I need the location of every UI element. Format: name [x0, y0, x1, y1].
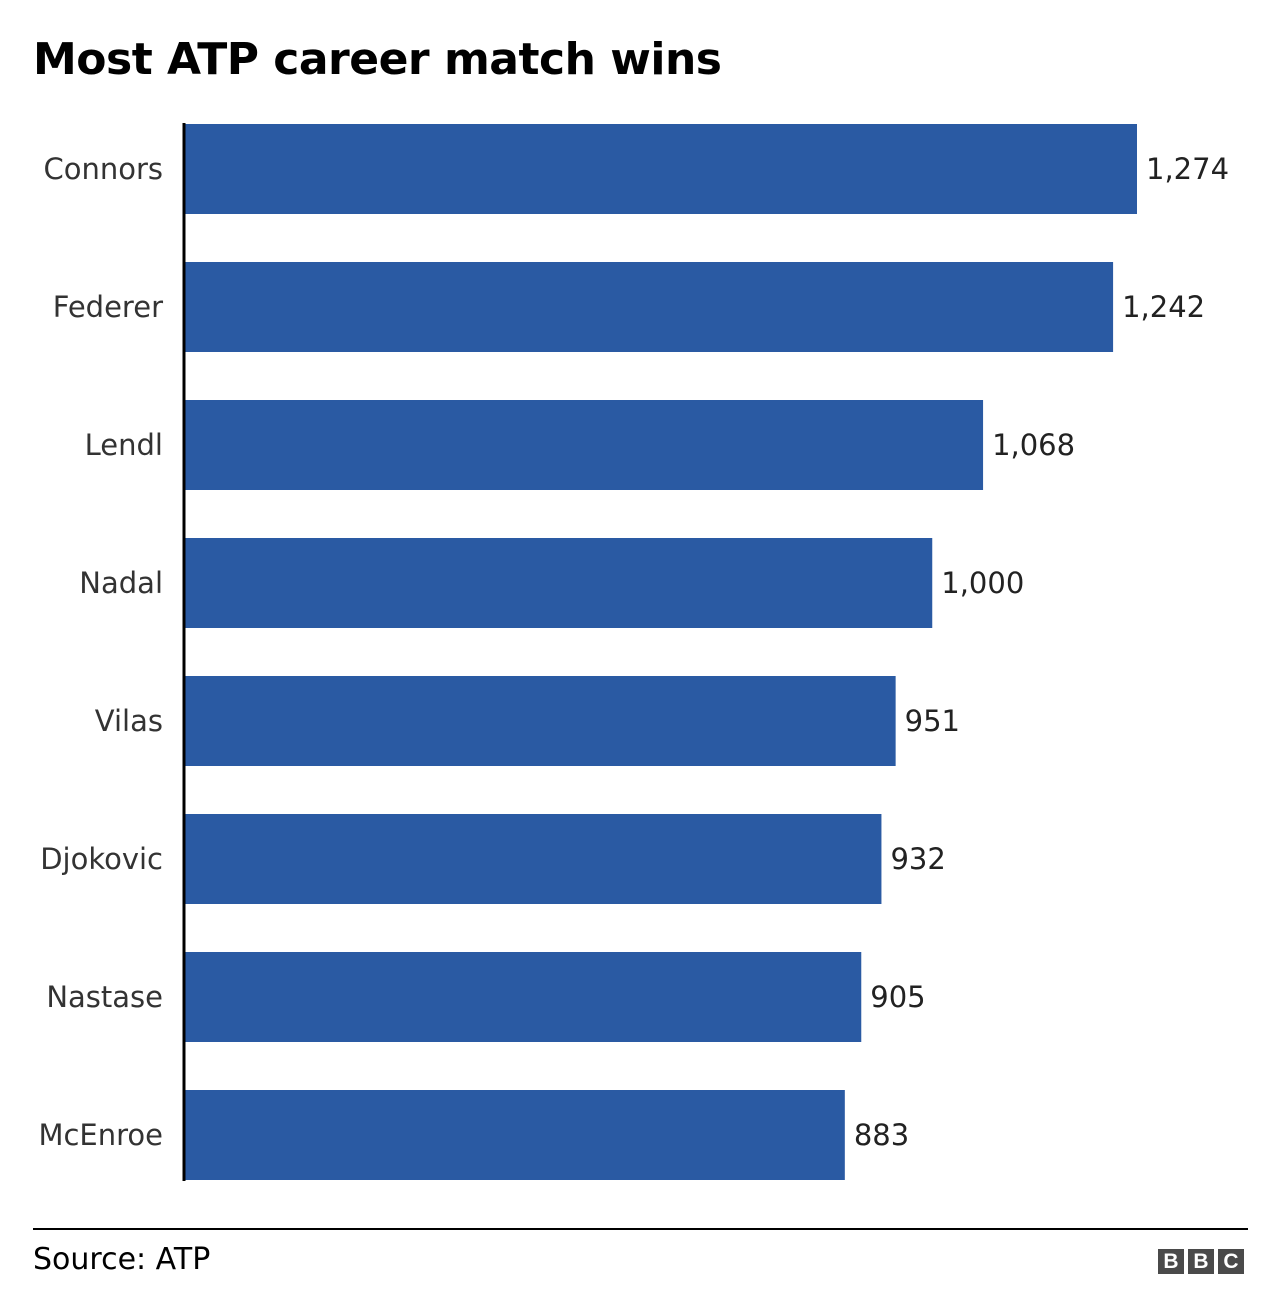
bar-lendl — [185, 400, 984, 490]
category-label: Vilas — [95, 704, 163, 738]
value-label: 1,000 — [941, 566, 1024, 600]
bar-connors — [185, 124, 1137, 214]
bar-djokovic — [185, 814, 882, 904]
bar-mcenroe — [185, 1090, 845, 1180]
category-label: Federer — [53, 290, 163, 324]
value-label: 932 — [890, 842, 945, 876]
source-note: Source: ATP — [33, 1242, 211, 1277]
category-label: Nadal — [79, 566, 163, 600]
value-label: 1,242 — [1122, 290, 1205, 324]
value-label: 1,274 — [1146, 152, 1229, 186]
category-label: Lendl — [85, 428, 163, 462]
value-label: 1,068 — [992, 428, 1075, 462]
bar-nadal — [185, 538, 933, 628]
category-label: McEnroe — [38, 1118, 163, 1152]
logo-letter: B — [1188, 1249, 1214, 1274]
logo-letter: B — [1158, 1249, 1184, 1274]
bar-nastase — [185, 952, 862, 1042]
bar-chart: Connors 1,274 Federer 1,242 Lendl 1,068 Nadal 1… — [38, 123, 1229, 1181]
value-label: 951 — [905, 704, 960, 738]
category-label: Djokovic — [40, 842, 163, 876]
value-label: 883 — [854, 1118, 909, 1152]
footer-divider — [33, 1228, 1248, 1230]
value-label: 905 — [870, 980, 925, 1014]
logo-letter: C — [1218, 1249, 1244, 1274]
category-label: Nastase — [46, 980, 163, 1014]
bar-federer — [185, 262, 1114, 352]
chart-title: Most ATP career match wins — [33, 34, 722, 85]
category-label: Connors — [43, 152, 163, 186]
bbc-logo: B B C — [1158, 1249, 1244, 1274]
bar-vilas — [185, 676, 896, 766]
